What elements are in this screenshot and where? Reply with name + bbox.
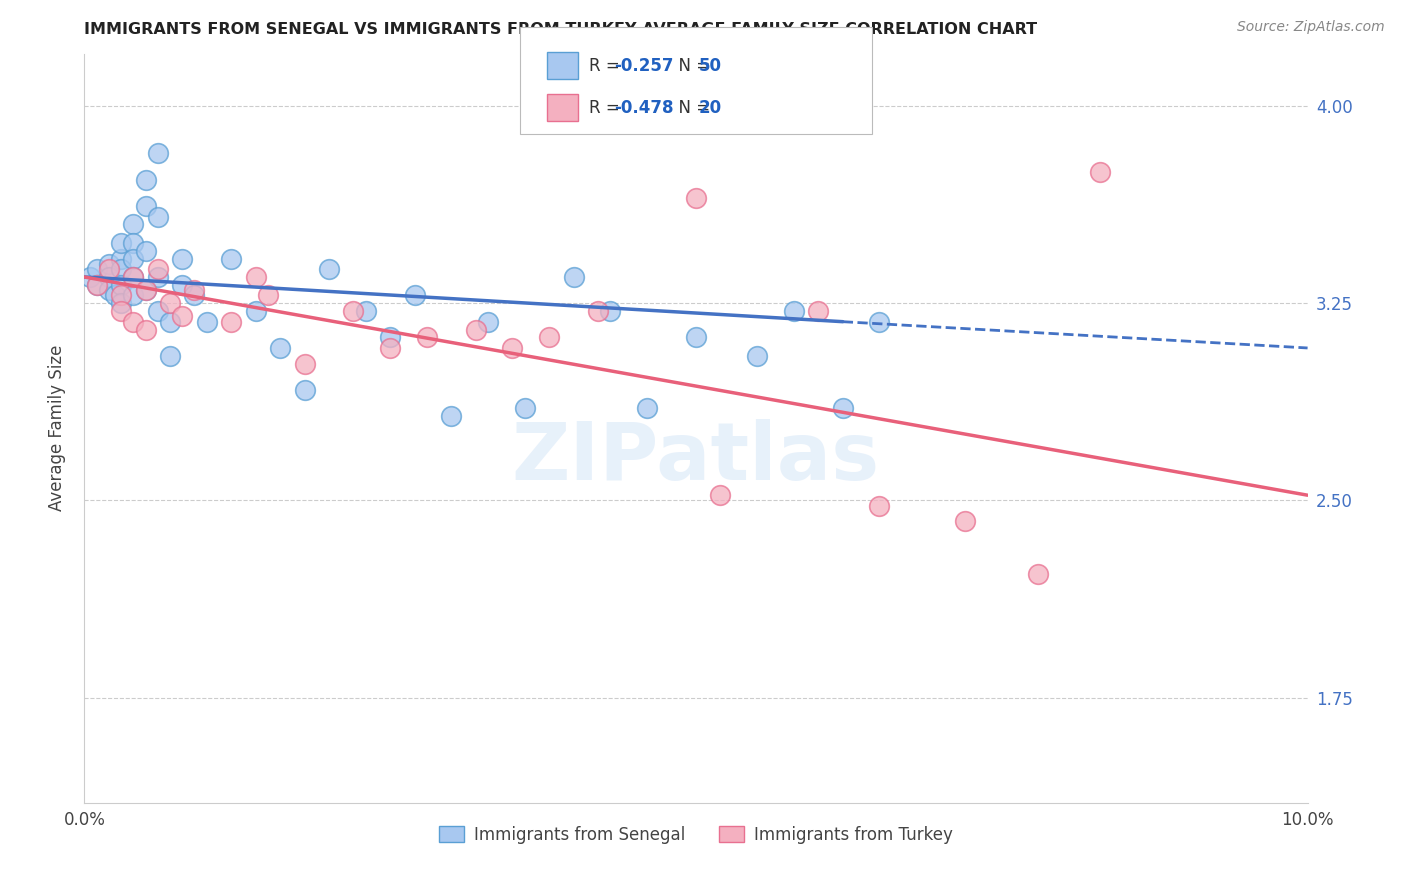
Point xyxy=(122,252,145,266)
Point xyxy=(1088,165,1111,179)
Text: Source: ZipAtlas.com: Source: ZipAtlas.com xyxy=(1237,20,1385,34)
Point xyxy=(172,252,194,266)
Point xyxy=(110,252,132,266)
Point xyxy=(86,277,108,292)
Point xyxy=(586,304,609,318)
Point xyxy=(97,270,120,285)
Point xyxy=(245,270,267,285)
Point xyxy=(440,409,463,424)
Point xyxy=(685,330,707,344)
Point xyxy=(146,270,169,285)
Point xyxy=(146,210,169,224)
Point xyxy=(953,515,976,529)
Point xyxy=(110,235,132,250)
Point xyxy=(183,283,205,297)
Point xyxy=(513,401,536,416)
Point xyxy=(869,499,891,513)
Point xyxy=(135,244,157,258)
Point xyxy=(159,315,181,329)
Text: R =: R = xyxy=(589,56,626,75)
Point xyxy=(783,304,806,318)
Text: N =: N = xyxy=(668,56,716,75)
Point xyxy=(747,349,769,363)
Point xyxy=(685,191,707,205)
Text: ZIPatlas: ZIPatlas xyxy=(512,419,880,497)
Point xyxy=(122,288,145,302)
Point xyxy=(562,270,585,285)
Point xyxy=(122,315,145,329)
Point xyxy=(294,357,316,371)
Point xyxy=(146,262,169,277)
Point xyxy=(318,262,340,277)
Point xyxy=(135,322,157,336)
Point xyxy=(464,322,486,336)
Point xyxy=(354,304,377,318)
Point xyxy=(380,330,402,344)
Point xyxy=(245,304,267,318)
Point xyxy=(183,288,205,302)
Text: -0.478: -0.478 xyxy=(614,99,673,117)
Point xyxy=(1028,567,1050,582)
Point xyxy=(97,257,120,271)
Point xyxy=(257,288,280,302)
Point xyxy=(869,315,891,329)
Text: 50: 50 xyxy=(699,56,721,75)
Point xyxy=(807,304,830,318)
Point xyxy=(477,315,499,329)
Point xyxy=(110,262,132,277)
Point xyxy=(146,146,169,161)
Point xyxy=(110,296,132,310)
Point xyxy=(159,296,181,310)
Point xyxy=(146,304,169,318)
Y-axis label: Average Family Size: Average Family Size xyxy=(48,345,66,511)
Point xyxy=(122,270,145,285)
Point xyxy=(709,488,731,502)
Point xyxy=(404,288,426,302)
Point xyxy=(110,277,132,292)
Point xyxy=(636,401,658,416)
Text: 20: 20 xyxy=(699,99,721,117)
Point xyxy=(135,199,157,213)
Point xyxy=(294,383,316,397)
Point xyxy=(380,341,402,355)
Point xyxy=(172,277,194,292)
Point xyxy=(122,270,145,285)
Point xyxy=(110,288,132,302)
Point xyxy=(86,262,108,277)
Point xyxy=(97,262,120,277)
Point xyxy=(122,235,145,250)
Text: N =: N = xyxy=(668,99,716,117)
Point xyxy=(172,310,194,324)
Point xyxy=(159,349,181,363)
Point xyxy=(135,283,157,297)
Text: R =: R = xyxy=(589,99,626,117)
Legend: Immigrants from Senegal, Immigrants from Turkey: Immigrants from Senegal, Immigrants from… xyxy=(433,820,959,851)
Text: IMMIGRANTS FROM SENEGAL VS IMMIGRANTS FROM TURKEY AVERAGE FAMILY SIZE CORRELATIO: IMMIGRANTS FROM SENEGAL VS IMMIGRANTS FR… xyxy=(84,22,1038,37)
Point xyxy=(135,283,157,297)
Point xyxy=(219,315,242,329)
Point xyxy=(122,218,145,232)
Point xyxy=(86,277,108,292)
Point xyxy=(110,304,132,318)
Point xyxy=(79,270,101,285)
Point xyxy=(269,341,291,355)
Point xyxy=(599,304,621,318)
Point xyxy=(416,330,439,344)
Point xyxy=(502,341,524,355)
Point xyxy=(342,304,364,318)
Point xyxy=(219,252,242,266)
Point xyxy=(195,315,218,329)
Point xyxy=(538,330,561,344)
Point xyxy=(831,401,853,416)
Text: -0.257: -0.257 xyxy=(614,56,673,75)
Point xyxy=(104,288,127,302)
Point xyxy=(135,172,157,186)
Point xyxy=(97,283,120,297)
